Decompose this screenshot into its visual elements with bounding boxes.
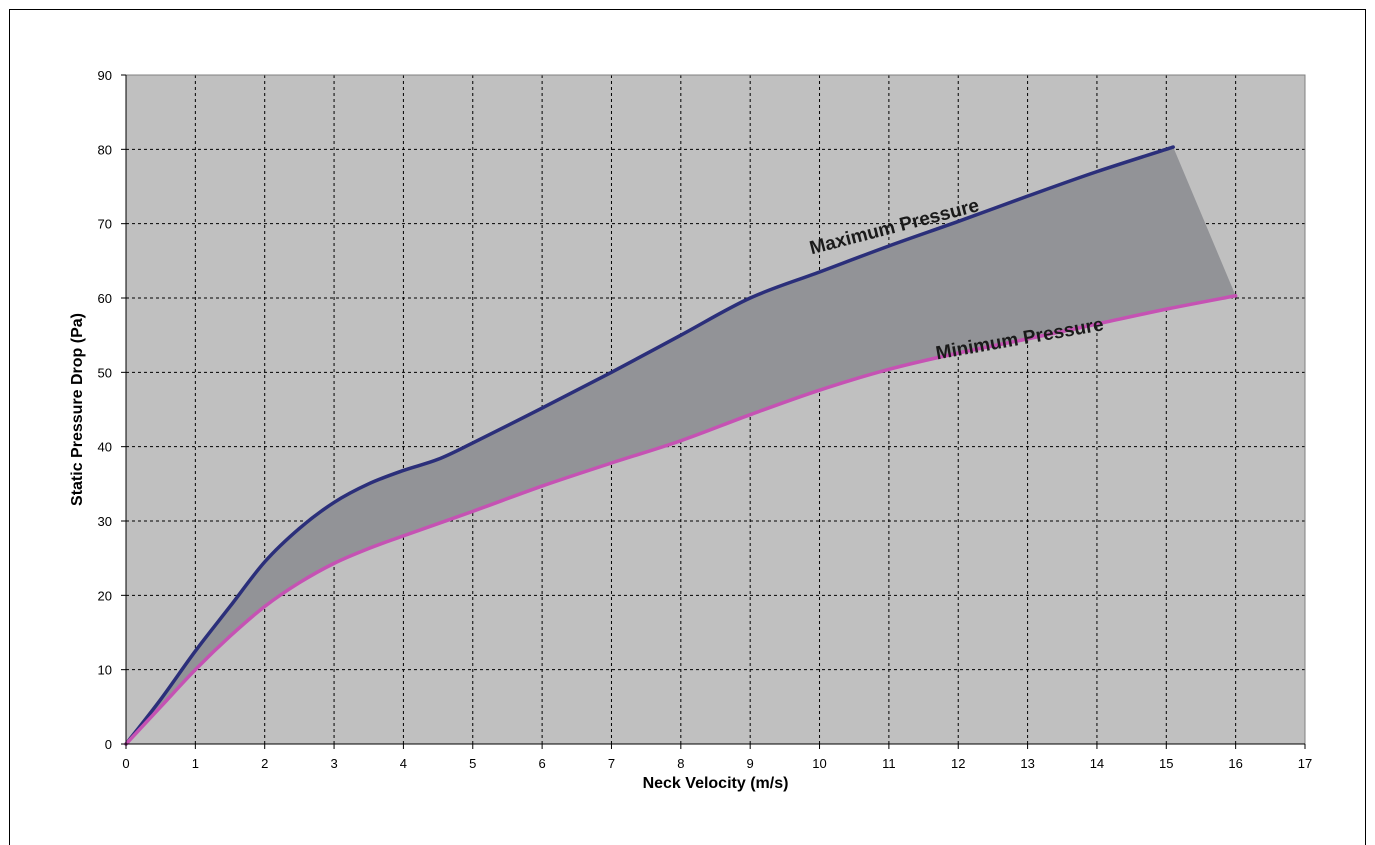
y-tick-label: 80	[98, 142, 112, 157]
x-tick-label: 14	[1090, 756, 1104, 771]
x-tick-label: 17	[1298, 756, 1312, 771]
maximum-pressure-line	[124, 145, 1175, 746]
y-tick-label: 0	[105, 737, 112, 752]
y-axis-title: Static Pressure Drop (Pa)	[69, 313, 86, 506]
minimum-pressure-line	[124, 294, 1238, 746]
x-tick-label: 0	[122, 756, 129, 771]
x-tick-label: 12	[951, 756, 965, 771]
y-tick-label: 70	[98, 217, 112, 232]
x-tick-label: 8	[677, 756, 684, 771]
x-tick-label: 9	[747, 756, 754, 771]
x-tick-label: 6	[539, 756, 546, 771]
x-tick-label: 7	[608, 756, 615, 771]
pressure-range-band	[126, 147, 1236, 745]
x-tick-label: 16	[1228, 756, 1242, 771]
y-tick-label: 90	[98, 68, 112, 83]
y-axis-tick-labels: 0 10 20 30 40 50 60 70 80 90	[98, 68, 112, 752]
y-tick-label: 10	[98, 663, 112, 678]
x-tick-label: 3	[330, 756, 337, 771]
x-tick-label: 10	[812, 756, 826, 771]
x-tick-label: 5	[469, 756, 476, 771]
y-tick-label: 50	[98, 365, 112, 380]
y-tick-label: 60	[98, 291, 112, 306]
y-tick-label: 30	[98, 514, 112, 529]
x-tick-label: 11	[882, 756, 896, 771]
y-tick-label: 20	[98, 588, 112, 603]
x-tick-label: 1	[192, 756, 199, 771]
axes	[121, 74, 1306, 749]
y-tick-label: 40	[98, 440, 112, 455]
x-tick-label: 4	[400, 756, 407, 771]
x-tick-label: 15	[1159, 756, 1173, 771]
x-tick-label: 2	[261, 756, 268, 771]
x-axis-tick-labels: 0 1 2 3 4 5 6 7 8 9 10 11 12 13 14 15 16 17	[122, 756, 1312, 771]
x-tick-label: 13	[1020, 756, 1034, 771]
x-axis-title: Neck Velocity (m/s)	[643, 775, 789, 792]
